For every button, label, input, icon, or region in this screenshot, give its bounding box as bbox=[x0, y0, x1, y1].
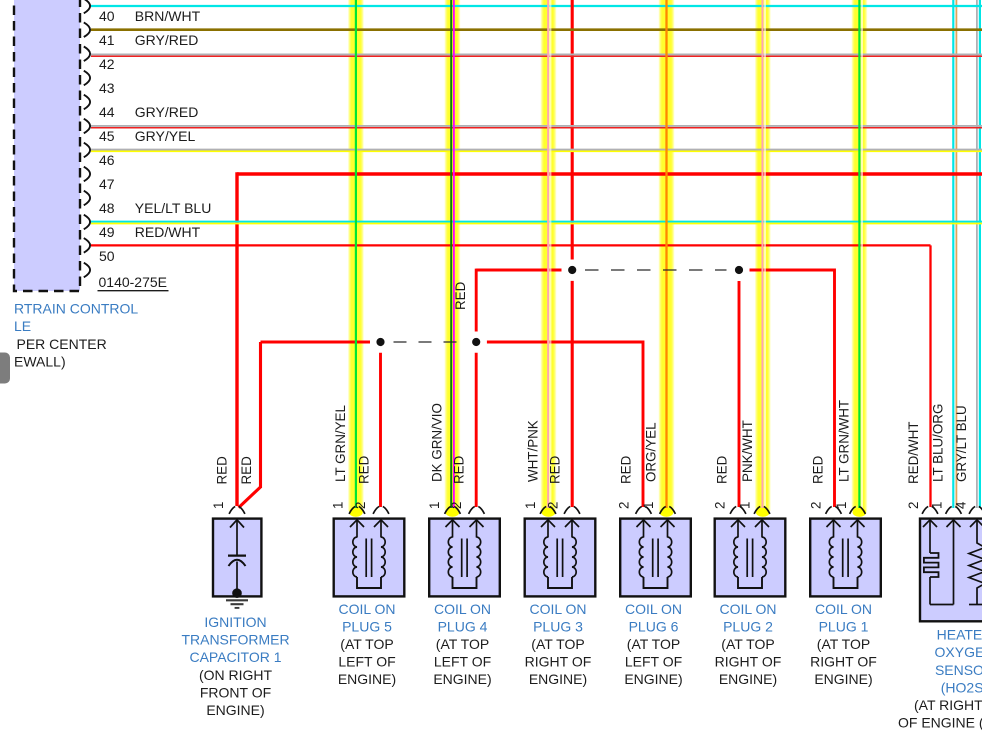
svg-text:COIL ON: COIL ON bbox=[625, 601, 682, 617]
svg-text:0140-275E: 0140-275E bbox=[99, 274, 168, 290]
svg-text:50: 50 bbox=[99, 248, 115, 264]
svg-text:COIL ON: COIL ON bbox=[719, 601, 776, 617]
svg-text:(AT TOP: (AT TOP bbox=[627, 636, 680, 652]
svg-text:1: 1 bbox=[738, 502, 753, 509]
svg-text:41: 41 bbox=[99, 32, 115, 48]
svg-text:EWALL): EWALL) bbox=[14, 354, 66, 370]
svg-text:RED: RED bbox=[714, 455, 729, 484]
svg-text:48: 48 bbox=[99, 200, 115, 216]
svg-text:LEFT OF: LEFT OF bbox=[338, 654, 395, 670]
svg-text:PLUG 2: PLUG 2 bbox=[723, 618, 773, 634]
svg-text:WHT/PNK: WHT/PNK bbox=[526, 420, 541, 482]
svg-text:RTRAIN CONTROL: RTRAIN CONTROL bbox=[14, 300, 138, 316]
svg-text:(AT TOP: (AT TOP bbox=[531, 636, 584, 652]
svg-text:LE: LE bbox=[14, 318, 31, 334]
svg-text:LEFT OF: LEFT OF bbox=[434, 654, 491, 670]
svg-text:2: 2 bbox=[353, 502, 368, 509]
svg-text:GRY/YEL: GRY/YEL bbox=[135, 128, 196, 144]
svg-text:ENGINE): ENGINE) bbox=[814, 671, 872, 687]
svg-text:RIGHT OF: RIGHT OF bbox=[810, 654, 877, 670]
svg-text:RED/WHT: RED/WHT bbox=[906, 422, 921, 484]
svg-text:RED: RED bbox=[356, 455, 371, 484]
svg-text:1: 1 bbox=[331, 502, 346, 509]
svg-text:PER CENTER: PER CENTER bbox=[17, 336, 107, 352]
svg-text:RIGHT OF: RIGHT OF bbox=[715, 654, 782, 670]
svg-text:LT GRN/WHT: LT GRN/WHT bbox=[836, 400, 851, 482]
svg-text:RED: RED bbox=[810, 455, 825, 484]
svg-text:1: 1 bbox=[930, 502, 945, 509]
svg-text:1: 1 bbox=[427, 502, 442, 509]
svg-text:44: 44 bbox=[99, 104, 115, 120]
svg-text:RED: RED bbox=[618, 455, 633, 484]
svg-text:47: 47 bbox=[99, 176, 115, 192]
svg-text:IGNITION: IGNITION bbox=[204, 614, 266, 630]
svg-text:CAPACITOR 1: CAPACITOR 1 bbox=[189, 649, 281, 665]
svg-text:RED: RED bbox=[239, 456, 254, 485]
svg-text:ENGINE): ENGINE) bbox=[206, 702, 264, 718]
svg-text:BRN/WHT: BRN/WHT bbox=[135, 8, 201, 24]
svg-text:HEATED: HEATED bbox=[937, 627, 982, 643]
svg-text:(AT TOP: (AT TOP bbox=[340, 636, 393, 652]
svg-text:PLUG 6: PLUG 6 bbox=[629, 618, 679, 634]
svg-text:49: 49 bbox=[99, 224, 115, 240]
svg-text:(AT RIGHT: (AT RIGHT bbox=[914, 697, 982, 713]
svg-text:(AT TOP: (AT TOP bbox=[721, 636, 774, 652]
svg-text:ENGINE): ENGINE) bbox=[338, 671, 396, 687]
svg-text:COIL ON: COIL ON bbox=[338, 601, 395, 617]
svg-text:RIGHT OF: RIGHT OF bbox=[525, 654, 592, 670]
svg-text:1: 1 bbox=[834, 502, 849, 509]
svg-text:OXYGEN: OXYGEN bbox=[935, 644, 982, 660]
svg-text:DK GRN/VIO: DK GRN/VIO bbox=[429, 403, 444, 482]
svg-text:GRY/RED: GRY/RED bbox=[135, 32, 199, 48]
svg-text:RED/WHT: RED/WHT bbox=[135, 224, 201, 240]
svg-text:42: 42 bbox=[99, 56, 115, 72]
svg-text:PNK/WHT: PNK/WHT bbox=[740, 420, 755, 482]
svg-text:PLUG 5: PLUG 5 bbox=[342, 618, 392, 634]
svg-text:2: 2 bbox=[546, 502, 561, 509]
svg-text:ORG/YEL: ORG/YEL bbox=[644, 422, 659, 482]
svg-text:43: 43 bbox=[99, 80, 115, 96]
svg-text:(ON RIGHT: (ON RIGHT bbox=[199, 667, 273, 683]
svg-text:(AT TOP: (AT TOP bbox=[817, 636, 870, 652]
svg-text:GRY/LT BLU: GRY/LT BLU bbox=[954, 405, 969, 482]
svg-text:COIL ON: COIL ON bbox=[529, 601, 586, 617]
svg-text:2: 2 bbox=[906, 502, 921, 509]
svg-text:1: 1 bbox=[523, 502, 538, 509]
svg-text:1: 1 bbox=[211, 502, 226, 509]
svg-text:RED: RED bbox=[548, 455, 563, 484]
svg-text:ENGINE): ENGINE) bbox=[529, 671, 587, 687]
svg-text:RED: RED bbox=[214, 456, 229, 485]
svg-text:2: 2 bbox=[449, 502, 464, 509]
svg-text:ENGINE): ENGINE) bbox=[433, 671, 491, 687]
svg-text:FRONT OF: FRONT OF bbox=[200, 684, 271, 700]
svg-text:LT GRN/YEL: LT GRN/YEL bbox=[333, 405, 348, 482]
svg-text:ENGINE): ENGINE) bbox=[624, 671, 682, 687]
svg-text:ENGINE): ENGINE) bbox=[719, 671, 777, 687]
svg-text:1: 1 bbox=[641, 502, 656, 509]
svg-text:PLUG 3: PLUG 3 bbox=[533, 618, 583, 634]
svg-text:COIL ON: COIL ON bbox=[434, 601, 491, 617]
svg-text:2: 2 bbox=[809, 502, 824, 509]
svg-text:46: 46 bbox=[99, 152, 115, 168]
svg-text:PLUG 1: PLUG 1 bbox=[819, 618, 869, 634]
svg-text:SENSOR: SENSOR bbox=[935, 662, 982, 678]
svg-text:2: 2 bbox=[617, 502, 632, 509]
svg-text:4: 4 bbox=[954, 501, 969, 509]
svg-text:45: 45 bbox=[99, 128, 115, 144]
svg-text:OF ENGINE (: OF ENGINE ( bbox=[898, 715, 982, 731]
svg-text:PLUG 4: PLUG 4 bbox=[438, 618, 488, 634]
svg-text:RED: RED bbox=[452, 455, 467, 484]
svg-text:YEL/LT BLU: YEL/LT BLU bbox=[135, 200, 212, 216]
svg-text:(HO2S): (HO2S) bbox=[941, 679, 982, 695]
svg-text:GRY/RED: GRY/RED bbox=[135, 104, 199, 120]
svg-text:2: 2 bbox=[713, 502, 728, 509]
svg-text:COIL ON: COIL ON bbox=[815, 601, 872, 617]
svg-text:RED: RED bbox=[453, 281, 468, 310]
svg-text:40: 40 bbox=[99, 8, 115, 24]
svg-text:LT BLU/ORG: LT BLU/ORG bbox=[931, 404, 946, 482]
svg-text:TRANSFORMER: TRANSFORMER bbox=[181, 632, 289, 648]
svg-text:(AT TOP: (AT TOP bbox=[436, 636, 489, 652]
svg-text:LEFT OF: LEFT OF bbox=[625, 654, 682, 670]
